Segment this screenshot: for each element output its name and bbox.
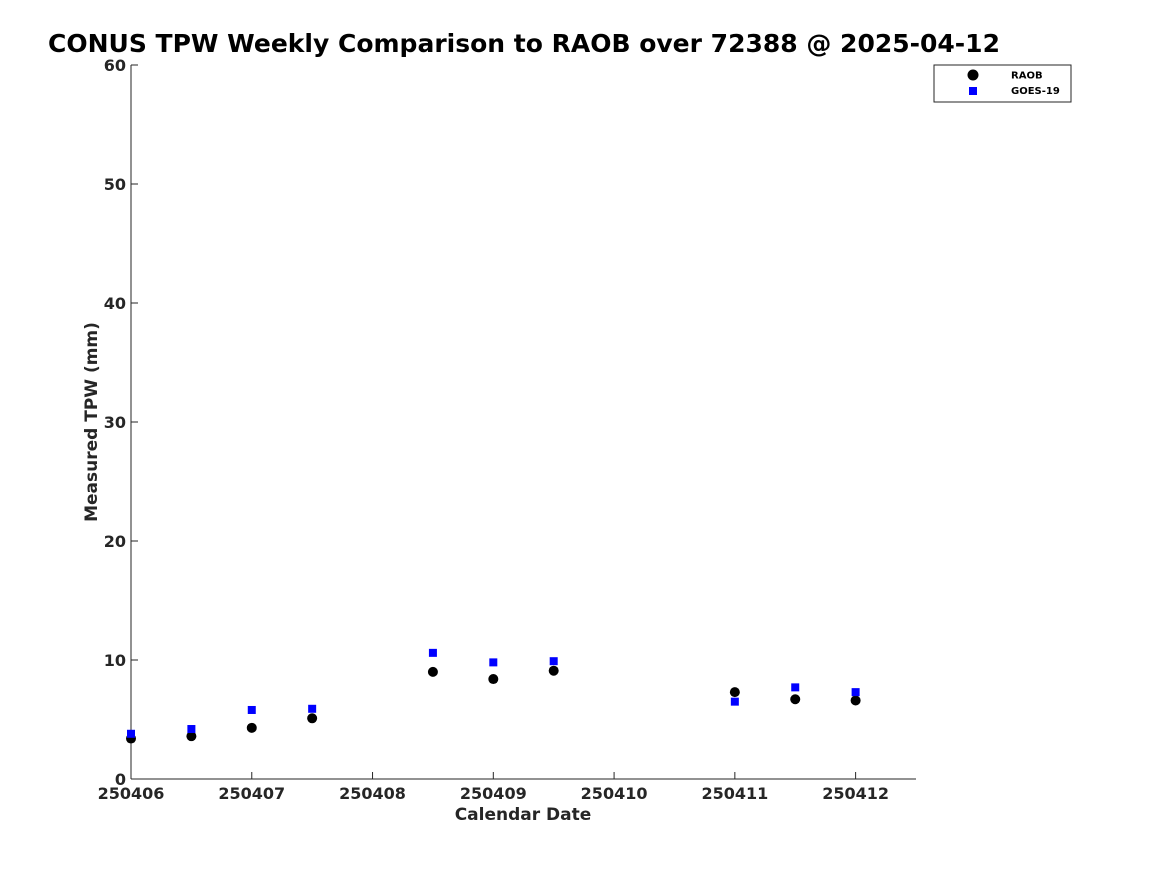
legend-goes-label: GOES-19 (1011, 86, 1060, 97)
y-axis-label: Measured TPW (mm) (82, 322, 102, 522)
y-tick-label: 30 (104, 413, 126, 432)
raob-point (246, 722, 257, 733)
raob-point (186, 731, 197, 742)
raob-point (729, 687, 740, 698)
y-tick-label: 10 (104, 651, 126, 670)
legend-box (933, 64, 1072, 103)
x-tick-label: 250407 (218, 784, 285, 803)
x-tick-label: 250406 (98, 784, 165, 803)
x-tick-label: 250411 (701, 784, 768, 803)
raob-point (850, 695, 861, 706)
x-axis-label: Calendar Date (455, 805, 592, 825)
chart-title: CONUS TPW Weekly Comparison to RAOB over… (48, 29, 1000, 58)
goes-19-point (489, 658, 498, 667)
data-markers (126, 648, 861, 744)
x-axis-ticks: 250406 250407 250408 250409 250410 250411 2504… (98, 772, 889, 803)
raob-point (488, 674, 499, 685)
y-tick-label: 0 (115, 770, 126, 789)
legend-raob-marker (967, 69, 979, 81)
y-tick-label: 40 (104, 294, 126, 313)
chart-legend: RAOB GOES-19 (933, 64, 1072, 103)
raob-point (790, 694, 801, 705)
y-tick-label: 60 (104, 56, 126, 75)
goes-19-point (247, 705, 256, 714)
x-tick-label: 250408 (339, 784, 406, 803)
goes-19-point (730, 697, 739, 706)
goes-19-point (428, 648, 437, 657)
y-axis-ticks: 0 10 20 30 40 50 60 (104, 56, 138, 789)
x-tick-label: 250410 (581, 784, 648, 803)
y-tick-label: 50 (104, 175, 126, 194)
goes-19-point (549, 657, 558, 666)
y-tick-label: 20 (104, 532, 126, 551)
legend-goes-marker (969, 87, 977, 95)
goes-19-point (851, 688, 860, 697)
legend-raob-label: RAOB (1011, 71, 1043, 82)
raob-point (307, 713, 318, 724)
goes-19-point (127, 729, 135, 738)
raob-point (548, 665, 559, 676)
goes-19-point (791, 683, 800, 692)
x-tick-label: 250409 (460, 784, 527, 803)
x-tick-label: 250412 (822, 784, 889, 803)
goes-19-point (187, 725, 196, 734)
goes-19-point (308, 704, 317, 713)
raob-point (427, 666, 438, 677)
